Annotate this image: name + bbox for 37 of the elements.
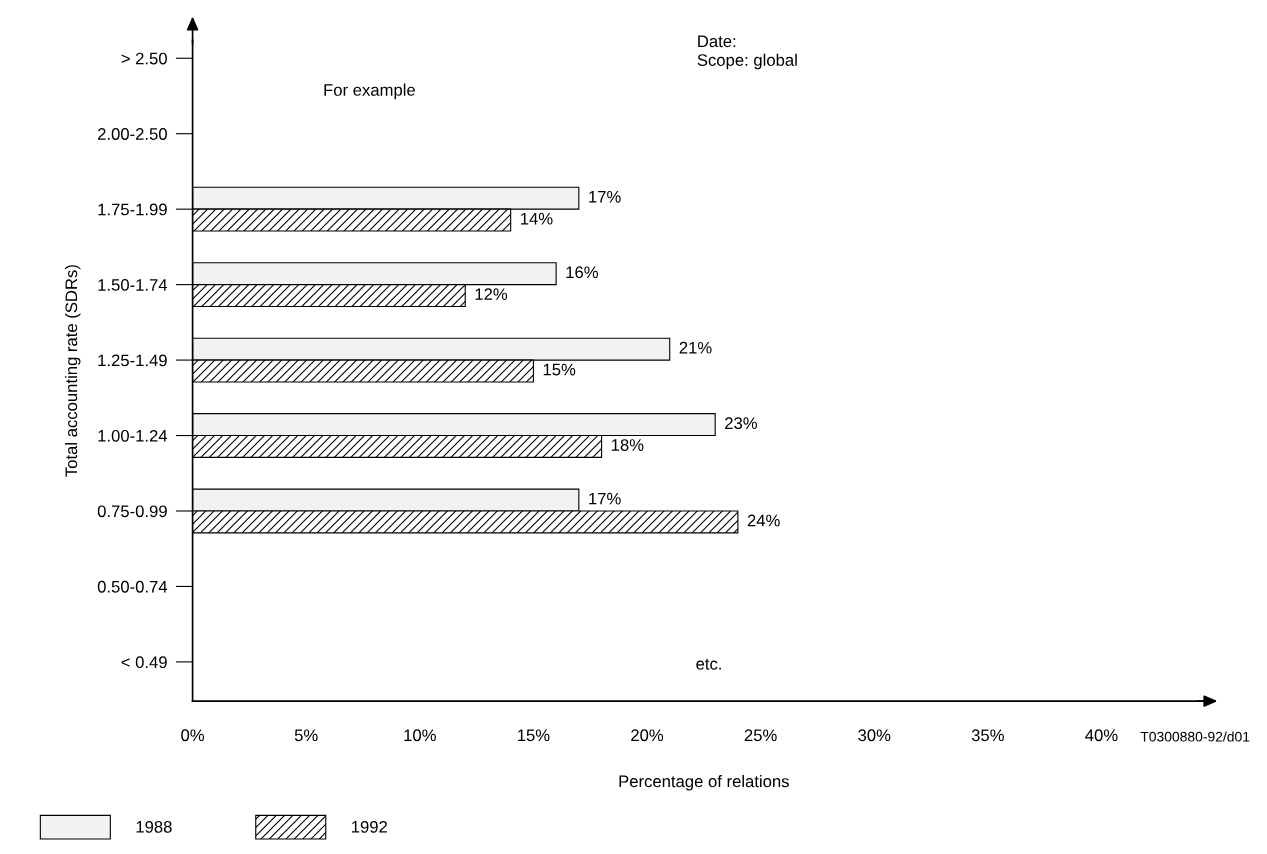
x-tick-label: 35% <box>971 729 1004 742</box>
x-axis-title: Percentage of relations <box>619 775 789 791</box>
data-label: 21% <box>679 341 712 354</box>
data-label: 17% <box>589 492 621 505</box>
x-tick-label: 5% <box>294 729 318 742</box>
data-label: 18% <box>611 439 644 451</box>
y-tick-label: 0.75-0.99 <box>97 505 167 518</box>
data-label: 12% <box>475 288 508 300</box>
legend-label: 1992 <box>352 820 387 833</box>
y-tick-label: < 0.49 <box>121 656 167 669</box>
x-tick-label: 15% <box>518 729 550 742</box>
y-tick-label: 1.50-1.74 <box>98 279 168 291</box>
y-tick-label: 0.50-0.74 <box>97 580 168 593</box>
y-tick-label: 1.75-1.99 <box>98 203 167 216</box>
y-tick-label: 2.00-2.50 <box>98 128 167 140</box>
y-tick-label: 1.00-1.24 <box>98 429 168 442</box>
data-label: 15% <box>543 363 576 376</box>
data-label: 17% <box>589 190 621 203</box>
y-axis-title: Total accounting rate (SDRs) <box>64 265 81 477</box>
text: T0300880-92/d01 <box>1140 731 1250 742</box>
x-tick-label: 20% <box>631 729 664 742</box>
data-label: 23% <box>725 417 758 430</box>
x-tick-label: 30% <box>858 729 891 742</box>
x-tick-label: 0% <box>181 729 205 742</box>
y-tick-label: > 2.50 <box>121 52 167 65</box>
data-label: 24% <box>747 514 780 527</box>
data-label: 16% <box>566 266 598 279</box>
annotation: For example <box>324 83 415 100</box>
legend-label: 1988 <box>136 820 172 833</box>
annotation: etc. <box>696 658 721 670</box>
annotation: Date: <box>698 35 736 48</box>
data-label: 14% <box>521 212 553 225</box>
x-tick-label: 10% <box>404 729 436 742</box>
x-tick-label: 25% <box>744 729 777 742</box>
x-tick-label: 40% <box>1085 729 1118 742</box>
y-tick-label: 1.25-1.49 <box>98 354 167 367</box>
annotation: Scope: global <box>697 53 797 70</box>
